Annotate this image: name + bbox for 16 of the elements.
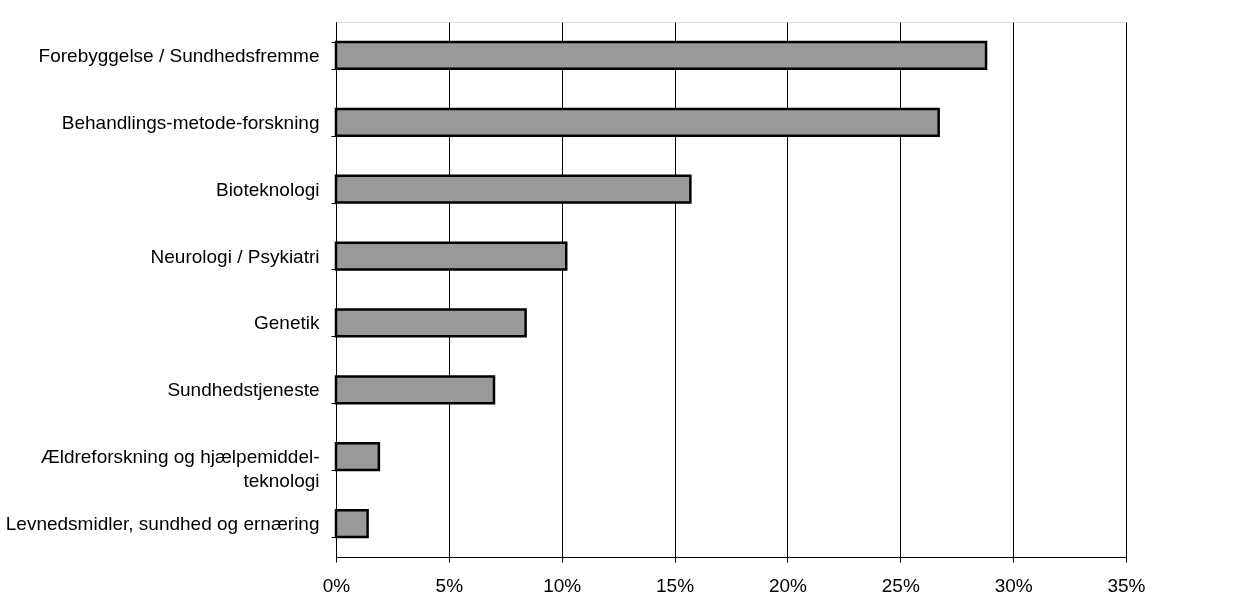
y-tick-label: Levnedsmidler, sundhed og ernæring: [5, 513, 320, 535]
x-tick-label: 0%: [322, 574, 351, 596]
y-tick-label: Neurologi / Psykiatri: [150, 245, 320, 267]
x-tick-label: 15%: [656, 574, 695, 596]
y-tick-label: Sundhedstjeneste: [167, 379, 320, 401]
y-tick-label: Forebyggelse / Sundhedsfremme: [38, 44, 320, 66]
x-tick-label: 20%: [768, 574, 808, 596]
y-tick-label: Behandlings-metode-forskning: [61, 111, 320, 133]
x-tick-label: 30%: [994, 574, 1033, 596]
y-tick-label: Ældreforskning og hjælpemiddel- teknologi: [40, 446, 320, 492]
y-tick-label: Genetik: [254, 312, 320, 334]
y-tick-label: Bioteknologi: [215, 178, 320, 200]
x-tick-label: 35%: [1107, 574, 1146, 596]
x-tick-label: 5%: [435, 574, 464, 596]
x-tick-label: 25%: [881, 574, 920, 596]
x-tick-label: 10%: [543, 574, 582, 596]
